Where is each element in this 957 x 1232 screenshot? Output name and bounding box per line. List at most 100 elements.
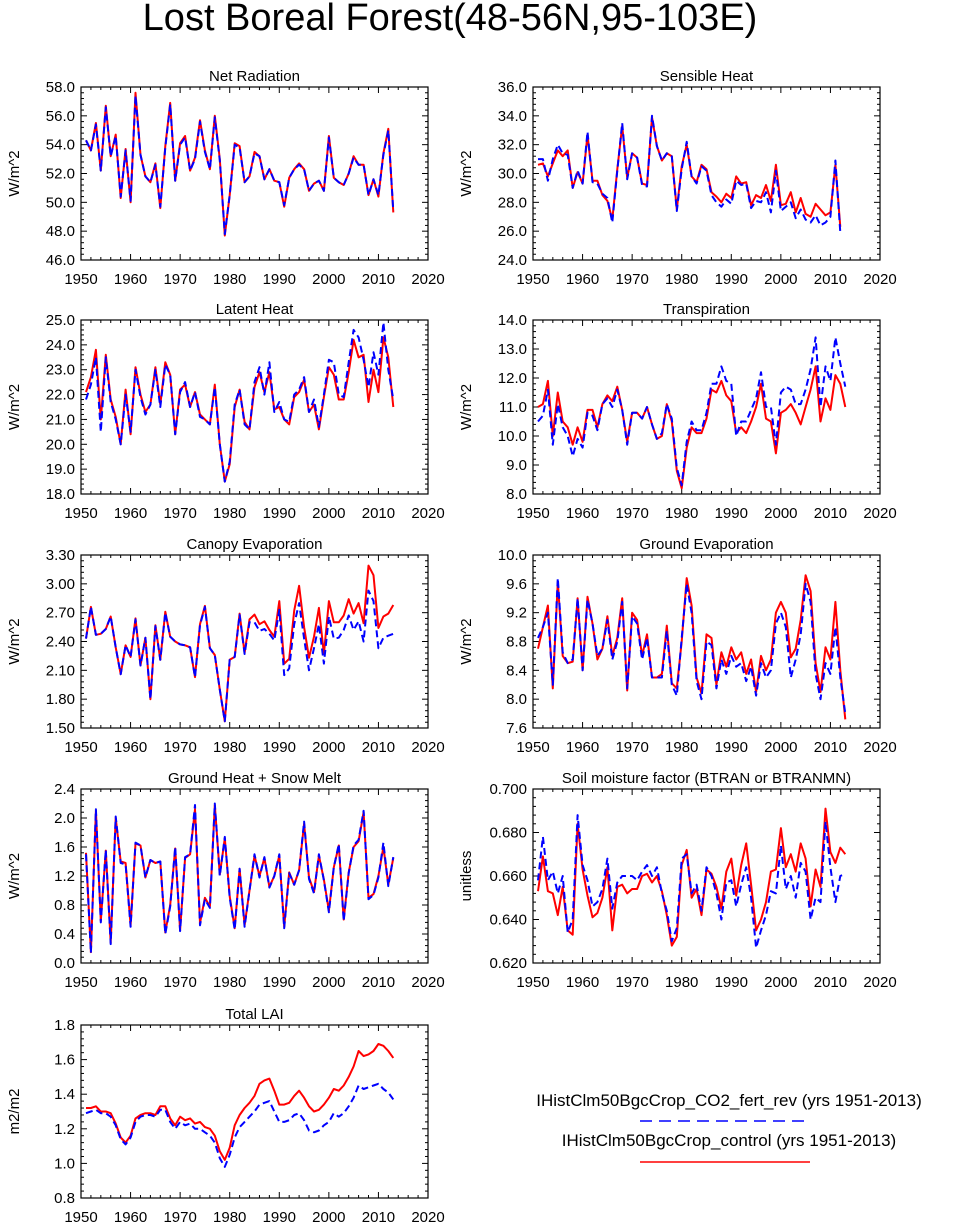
series-line-co2-fert-rev-latent-heat — [85, 321, 395, 483]
plot-frame-transpiration — [532, 319, 881, 495]
y-tick-label: 23.0 — [46, 362, 75, 379]
panel-title-latent-heat: Latent Heat — [216, 301, 294, 318]
y-tick-label: 24.0 — [498, 252, 527, 269]
y-tick-label: 0.8 — [54, 1190, 75, 1207]
x-tick-label: 1960 — [114, 505, 147, 522]
panels: Net Radiation W/m^2 46.0 48.0 50.0 52.0 54.0 56… — [6, 68, 897, 1226]
x-tick-label: 2010 — [814, 739, 847, 756]
y-tick-label: 0.4 — [54, 926, 75, 943]
x-tick-label: 1970 — [615, 505, 648, 522]
x-tick-label: 1950 — [516, 505, 549, 522]
x-tick-label: 1950 — [64, 739, 97, 756]
plot-frame-canopy-evaporation — [80, 554, 429, 729]
x-tick-label: 2020 — [411, 505, 444, 522]
y-tick-label: 9.2 — [506, 605, 527, 622]
x-tick-label: 1960 — [114, 739, 147, 756]
y-tick-label: 34.0 — [498, 108, 527, 125]
panel-canopy-evaporation: Canopy Evaporation W/m^2 1.50 1.80 2.10 2.40 2… — [6, 536, 445, 756]
x-tick-label: 1960 — [114, 974, 147, 991]
series-line-co2-fert-rev-net-radiation — [85, 94, 395, 236]
y-tick-label: 1.6 — [54, 839, 75, 856]
y-tick-label: 18.0 — [46, 486, 75, 503]
x-tick-label: 2010 — [362, 1209, 395, 1226]
x-tick-label: 2010 — [362, 974, 395, 991]
y-tick-label: 0.8 — [54, 897, 75, 914]
y-tick-label: 32.0 — [498, 137, 527, 154]
x-tick-label: 2020 — [863, 974, 896, 991]
y-tick-label: 0.660 — [489, 868, 527, 885]
x-tick-label: 1960 — [566, 974, 599, 991]
series-line-co2-fert-rev-transpiration — [537, 336, 847, 487]
y-tick-label: 20.0 — [46, 436, 75, 453]
x-tick-label: 2010 — [814, 271, 847, 288]
y-tick-label: 9.0 — [506, 457, 527, 474]
panel-title-ground-heat-snow-melt: Ground Heat + Snow Melt — [168, 770, 342, 787]
panel-ground-heat-snow-melt: Ground Heat + Snow Melt W/m^2 0.0 0.4 0.8 1.2… — [6, 770, 445, 991]
y-tick-label: 1.50 — [46, 720, 75, 737]
y-tick-label: 1.8 — [54, 1017, 75, 1034]
y-tick-label: 30.0 — [498, 166, 527, 183]
x-tick-label: 1980 — [665, 974, 698, 991]
panel-title-canopy-evaporation: Canopy Evaporation — [187, 536, 323, 553]
x-tick-label: 1960 — [566, 271, 599, 288]
series-line-co2-fert-rev-sensible-heat — [538, 114, 842, 233]
y-tick-label: 1.6 — [54, 1052, 75, 1069]
series-line-control-transpiration — [537, 365, 847, 490]
y-tick-label: 26.0 — [498, 223, 527, 240]
y-tick-label: 28.0 — [498, 194, 527, 211]
x-tick-label: 1960 — [114, 1209, 147, 1226]
y-tick-label: 1.80 — [46, 691, 75, 708]
x-tick-label: 1990 — [715, 739, 748, 756]
x-tick-label: 1950 — [516, 739, 549, 756]
legend-label-control: IHistClm50BgcCrop_control (yrs 1951-2013… — [562, 1131, 896, 1150]
x-tick-label: 2000 — [312, 271, 345, 288]
x-tick-label: 1970 — [615, 271, 648, 288]
x-tick-label: 1980 — [665, 505, 698, 522]
x-tick-label: 1960 — [566, 739, 599, 756]
y-tick-label: 0.700 — [489, 781, 527, 798]
y-axis-label-total-lai: m2/m2 — [6, 1089, 23, 1135]
x-tick-label: 1970 — [163, 505, 196, 522]
x-tick-label: 1950 — [64, 505, 97, 522]
y-tick-label: 0.640 — [489, 912, 527, 929]
x-tick-label: 2000 — [312, 739, 345, 756]
y-tick-label: 58.0 — [46, 79, 75, 96]
x-tick-label: 1980 — [665, 739, 698, 756]
panel-title-ground-evaporation: Ground Evaporation — [639, 536, 773, 553]
x-tick-label: 1980 — [213, 974, 246, 991]
panel-soil-moisture-factor: Soil moisture factor (BTRAN or BTRANMN) u… — [458, 770, 897, 991]
y-tick-label: 21.0 — [46, 411, 75, 428]
y-tick-label: 8.0 — [506, 486, 527, 503]
x-tick-label: 1980 — [213, 1209, 246, 1226]
plot-frame-net-radiation — [80, 86, 429, 261]
figure-title: Lost Boreal Forest(48-56N,95-103E) — [143, 0, 758, 39]
y-tick-label: 13.0 — [498, 341, 527, 358]
x-tick-label: 2020 — [411, 739, 444, 756]
y-tick-label: 54.0 — [46, 137, 75, 154]
x-tick-label: 1980 — [213, 505, 246, 522]
legend-label-co2-fert-rev: IHistClm50BgcCrop_CO2_fert_rev (yrs 1951… — [536, 1091, 922, 1110]
x-tick-label: 2010 — [362, 505, 395, 522]
y-axis-label-sensible-heat: W/m^2 — [458, 150, 475, 196]
x-tick-label: 1990 — [263, 505, 296, 522]
panel-title-net-radiation: Net Radiation — [209, 68, 300, 85]
x-tick-label: 2010 — [814, 974, 847, 991]
x-tick-label: 2020 — [411, 974, 444, 991]
y-tick-label: 1.0 — [54, 1155, 75, 1172]
y-axis-label-canopy-evaporation: W/m^2 — [6, 618, 23, 664]
x-tick-label: 2020 — [863, 739, 896, 756]
series-line-control-total-lai — [86, 1043, 395, 1161]
x-tick-label: 2010 — [362, 739, 395, 756]
panel-title-sensible-heat: Sensible Heat — [660, 68, 754, 85]
x-tick-label: 1990 — [263, 1209, 296, 1226]
x-tick-label: 2020 — [863, 505, 896, 522]
y-tick-label: 8.4 — [506, 662, 527, 679]
y-tick-label: 8.8 — [506, 634, 527, 651]
panel-total-lai: Total LAI m2/m2 0.8 1.0 1.2 1.4 1.6 1.8 1950 1960… — [6, 1006, 445, 1226]
x-tick-label: 1970 — [163, 271, 196, 288]
y-axis-label-ground-heat-snow-melt: W/m^2 — [6, 853, 23, 899]
plot-frame-total-lai — [80, 1024, 429, 1199]
x-tick-label: 2010 — [814, 505, 847, 522]
panel-latent-heat: Latent Heat W/m^2 18.0 19.0 20.0 21.0 22.0 23.0… — [6, 301, 445, 522]
x-tick-label: 1970 — [163, 739, 196, 756]
